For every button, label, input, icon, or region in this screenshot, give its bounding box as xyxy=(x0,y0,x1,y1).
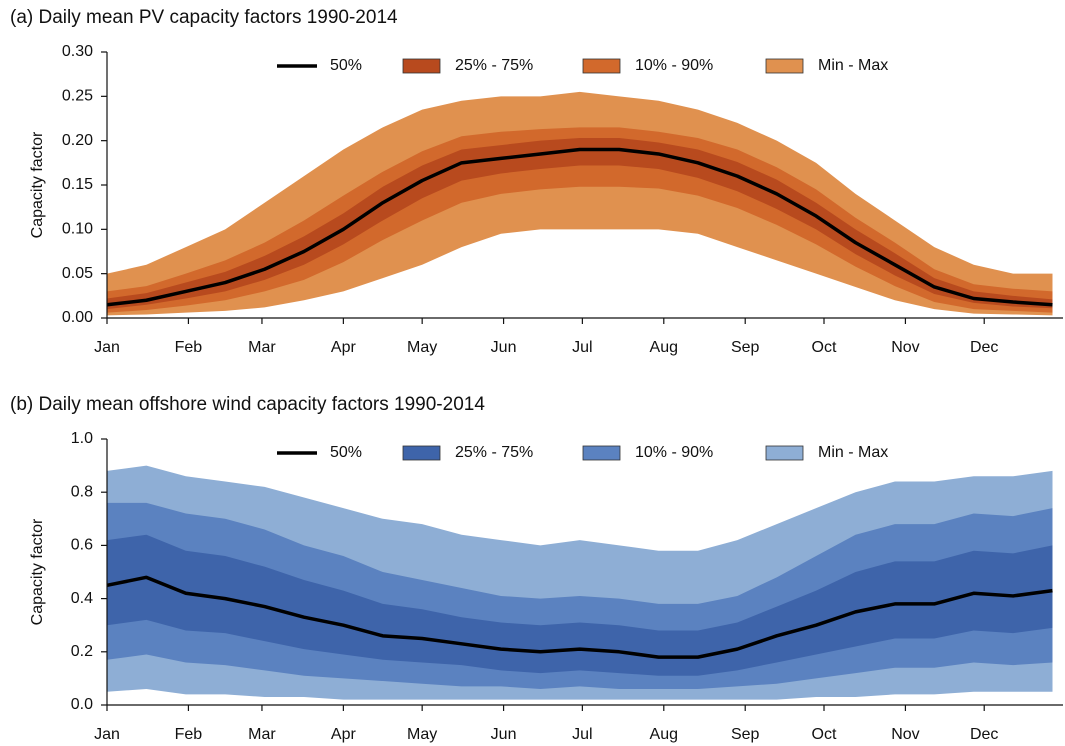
legend-swatch xyxy=(765,445,804,461)
x-tick-label: Jan xyxy=(94,339,120,356)
y-tick-label: 0.2 xyxy=(71,643,93,660)
panel-title: (b) Daily mean offshore wind capacity fa… xyxy=(10,394,485,415)
panel-title: (a) Daily mean PV capacity factors 1990-… xyxy=(10,7,398,28)
x-tick-label: Dec xyxy=(970,726,998,743)
y-tick-label: 0.30 xyxy=(62,43,93,60)
x-tick-label: Sep xyxy=(731,339,760,356)
x-tick-label: Feb xyxy=(175,339,203,356)
x-tick-label: May xyxy=(407,339,437,356)
x-tick-label: Feb xyxy=(175,726,203,743)
legend-label: 50% xyxy=(330,444,362,461)
y-tick-label: 0.05 xyxy=(62,265,93,282)
legend-swatch xyxy=(582,58,621,74)
median-line xyxy=(106,147,1053,307)
y-tick-label: 0.00 xyxy=(62,309,93,326)
legend-label: Min - Max xyxy=(818,57,888,74)
y-tick-label: 0.15 xyxy=(62,176,93,193)
median-line xyxy=(106,575,1053,659)
legend-swatch xyxy=(402,58,441,74)
x-tick-label: Dec xyxy=(970,339,998,356)
x-tick-label: Jul xyxy=(572,339,592,356)
x-tick-label: Aug xyxy=(650,339,678,356)
y-axis-label: Capacity factor xyxy=(29,131,46,238)
y-tick-label: 1.0 xyxy=(71,430,93,447)
x-tick-label: Sep xyxy=(731,726,760,743)
band xyxy=(107,534,1053,676)
legend-swatch xyxy=(765,58,804,74)
y-tick-label: 0.20 xyxy=(62,132,93,149)
x-tick-label: Aug xyxy=(650,726,678,743)
legend-label: 10% - 90% xyxy=(635,57,713,74)
legend-label: 50% xyxy=(330,57,362,74)
y-tick-label: 0.8 xyxy=(71,483,93,500)
y-axis-label: Capacity factor xyxy=(29,518,46,625)
x-tick-label: Mar xyxy=(248,339,276,356)
x-tick-label: Apr xyxy=(331,339,357,356)
x-tick-label: Jul xyxy=(572,726,592,743)
x-tick-label: Nov xyxy=(891,726,919,743)
legend-swatch xyxy=(402,445,441,461)
band xyxy=(107,138,1053,310)
x-tick-label: Oct xyxy=(812,339,837,356)
legend-label: 10% - 90% xyxy=(635,444,713,461)
x-tick-label: May xyxy=(407,726,437,743)
y-tick-label: 0.25 xyxy=(62,88,93,105)
legend-label: 25% - 75% xyxy=(455,57,533,74)
x-tick-label: Jun xyxy=(491,339,517,356)
legend-swatch xyxy=(582,445,621,461)
x-tick-label: Jun xyxy=(491,726,517,743)
y-tick-label: 0.6 xyxy=(71,537,93,554)
legend-label: 25% - 75% xyxy=(455,444,533,461)
legend-label: Min - Max xyxy=(818,444,888,461)
x-tick-label: Apr xyxy=(331,726,357,743)
y-tick-label: 0.10 xyxy=(62,221,93,238)
x-tick-label: Nov xyxy=(891,339,919,356)
x-tick-label: Jan xyxy=(94,726,120,743)
x-tick-label: Mar xyxy=(248,726,276,743)
y-tick-label: 0.4 xyxy=(71,590,93,607)
y-tick-label: 0.0 xyxy=(71,696,93,713)
x-tick-label: Oct xyxy=(812,726,837,743)
